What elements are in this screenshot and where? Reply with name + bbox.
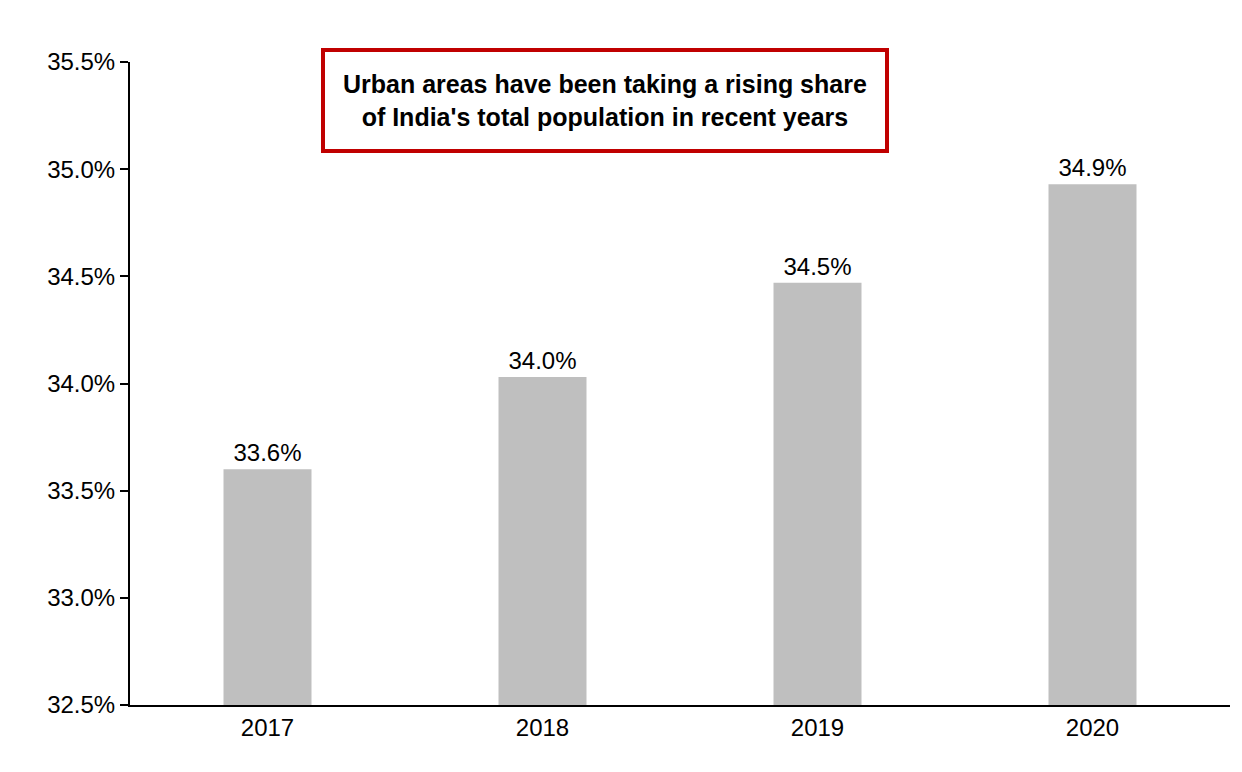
svg-text:33.0%: 33.0% [47, 584, 115, 611]
svg-text:2017: 2017 [241, 714, 294, 741]
svg-text:34.9%: 34.9% [1058, 154, 1126, 181]
svg-text:2020: 2020 [1066, 714, 1119, 741]
svg-text:34.5%: 34.5% [47, 263, 115, 290]
svg-text:32.5%: 32.5% [47, 691, 115, 718]
svg-text:34.5%: 34.5% [783, 253, 851, 280]
svg-text:35.0%: 35.0% [47, 156, 115, 183]
svg-text:33.5%: 33.5% [47, 477, 115, 504]
svg-text:2019: 2019 [791, 714, 844, 741]
svg-text:2018: 2018 [516, 714, 569, 741]
svg-text:34.0%: 34.0% [47, 370, 115, 397]
svg-text:34.0%: 34.0% [508, 347, 576, 374]
svg-text:33.6%: 33.6% [233, 439, 301, 466]
svg-text:35.5%: 35.5% [47, 48, 115, 75]
svg-text:Urban areas have been taking a: Urban areas have been taking a rising sh… [343, 70, 867, 131]
